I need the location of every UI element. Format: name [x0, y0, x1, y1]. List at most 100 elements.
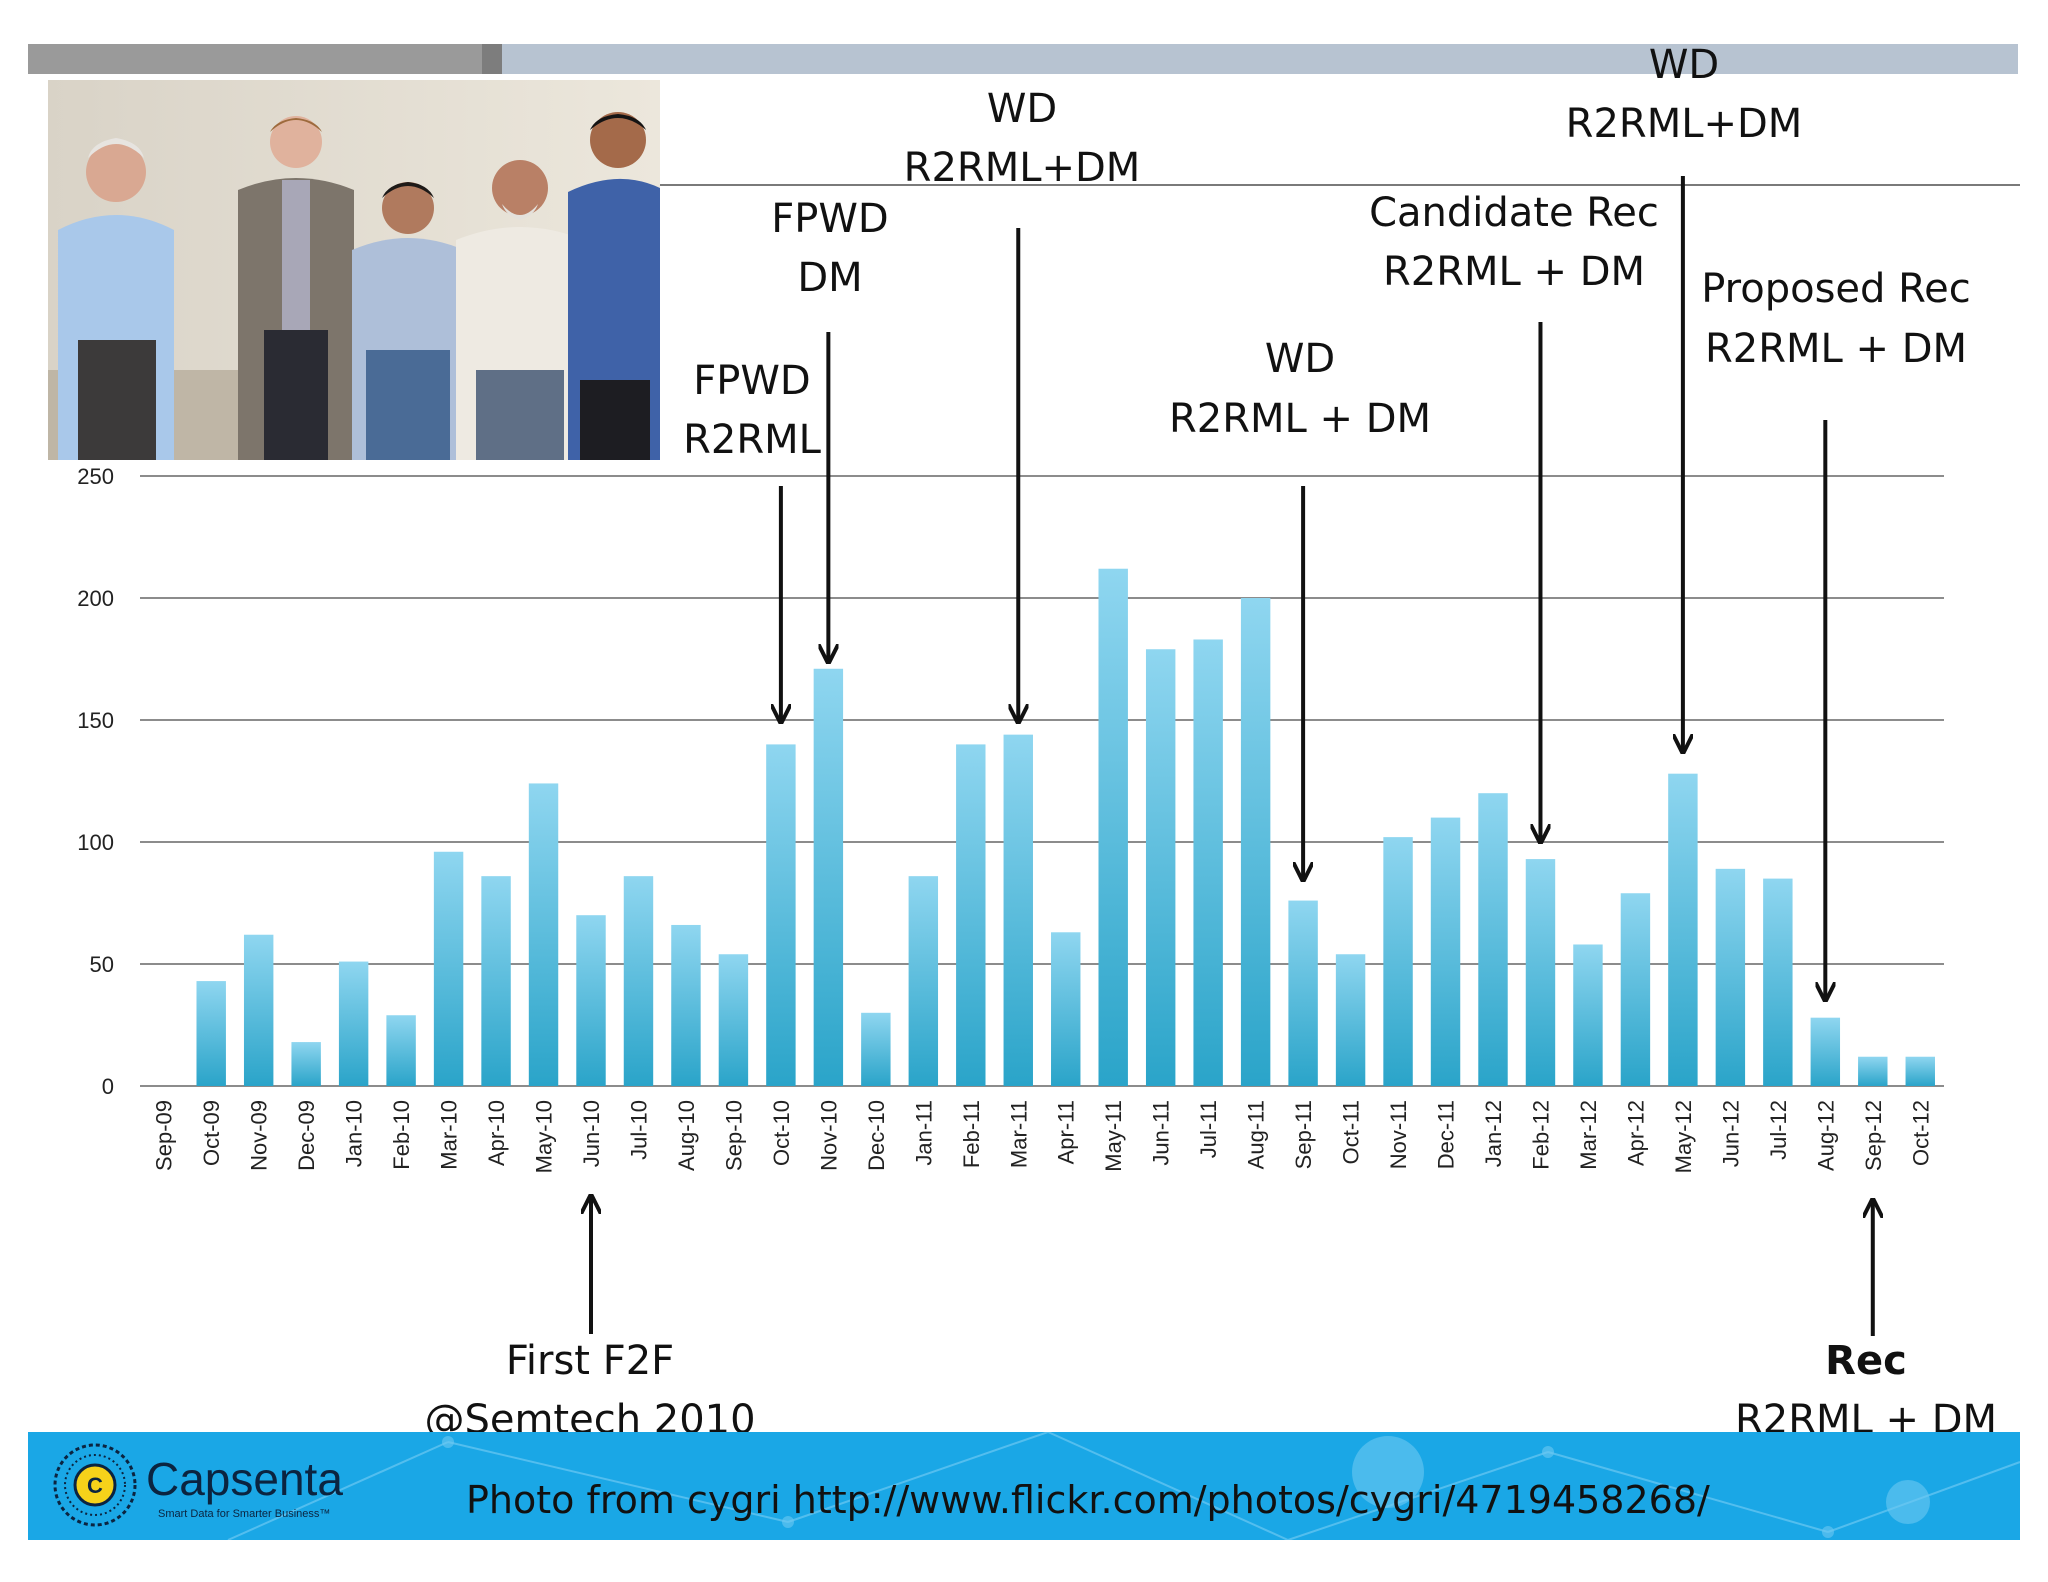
bar-jan-10 — [338, 961, 369, 1086]
x-tick-label: Feb-10 — [389, 1100, 414, 1170]
x-tick-label: Dec-10 — [864, 1100, 889, 1171]
annotation-wd-sep11-line-2: R2RML + DM — [1169, 396, 1431, 442]
bar-sep-11 — [1288, 900, 1318, 1086]
x-tick-label: Oct-10 — [769, 1100, 794, 1166]
y-tick-label: 50 — [90, 952, 114, 977]
x-tick-label: Oct-11 — [1339, 1100, 1364, 1164]
x-tick-label: Feb-12 — [1528, 1100, 1553, 1170]
x-tick-label: May-10 — [532, 1100, 557, 1173]
bar-mar-11 — [1003, 734, 1033, 1086]
bar-jul-12 — [1763, 878, 1793, 1086]
bar-aug-11 — [1240, 598, 1271, 1086]
bar-dec-10 — [861, 1012, 891, 1086]
bar-sep-12 — [1858, 1056, 1888, 1086]
x-tick-label: Mar-11 — [1006, 1100, 1031, 1168]
x-tick-label: Jun-12 — [1718, 1100, 1743, 1167]
annotation-wd-mar11-line-1: WD — [987, 86, 1057, 132]
bar-jun-11 — [1145, 649, 1176, 1086]
annotation-rec-line-1: Rec — [1825, 1338, 1907, 1384]
x-tick-label: Aug-11 — [1244, 1100, 1269, 1169]
bar-oct-10 — [766, 744, 796, 1086]
x-tick-label: Nov-11 — [1386, 1100, 1411, 1169]
y-tick-label: 150 — [77, 708, 114, 733]
bar-feb-12 — [1525, 859, 1556, 1086]
annotation-wd-sep11-line-1: WD — [1265, 336, 1335, 382]
title-bar-dark-segment — [28, 44, 482, 74]
bar-jul-10 — [623, 876, 654, 1086]
x-tick-label: Sep-12 — [1861, 1100, 1886, 1171]
svg-text:C: C — [87, 1473, 103, 1498]
photo-credit: Photo from cygri http://www.flickr.com/p… — [466, 1478, 1710, 1522]
annotation-proposed-rec-line-2: R2RML + DM — [1705, 326, 1967, 372]
bar-oct-11 — [1335, 954, 1366, 1086]
brand-tagline: Smart Data for Smarter Business™ — [158, 1508, 331, 1520]
x-tick-label: Oct-09 — [199, 1100, 224, 1166]
annotation-proposed-rec-line-1: Proposed Rec — [1701, 266, 1970, 312]
bar-oct-12 — [1905, 1056, 1935, 1086]
x-tick-label: Jul-10 — [626, 1100, 651, 1160]
x-tick-label: May-12 — [1671, 1100, 1696, 1173]
y-tick-label: 250 — [77, 464, 114, 489]
bar-jun-10 — [576, 915, 606, 1086]
bar-may-12 — [1668, 773, 1698, 1086]
bar-nov-10 — [813, 668, 844, 1086]
x-tick-label: Jul-12 — [1766, 1100, 1791, 1160]
annotation-wd-mar11-line-2: R2RML+DM — [904, 145, 1141, 191]
bar-may-10 — [528, 783, 559, 1086]
annotation-candidate-rec-line-2: R2RML + DM — [1383, 249, 1645, 295]
bar-oct-09 — [196, 981, 226, 1086]
x-tick-label: Mar-10 — [437, 1100, 462, 1170]
bar-may-11 — [1098, 568, 1128, 1086]
bar-nov-09 — [243, 934, 274, 1086]
title-bar-light-segment — [502, 44, 2018, 74]
bar-jan-12 — [1478, 793, 1508, 1086]
annotation-fpwd-r2rml-line-2: R2RML — [683, 417, 822, 463]
annotation-wd-may12-line-2: R2RML+DM — [1566, 101, 1803, 147]
x-tick-label: Feb-11 — [959, 1100, 984, 1168]
y-tick-label: 0 — [102, 1074, 114, 1099]
y-axis-ticks: 0 50 100 150 200 250 — [77, 464, 114, 1099]
x-tick-label: Nov-09 — [247, 1100, 272, 1171]
bar-aug-10 — [671, 924, 701, 1086]
bar-feb-11 — [956, 744, 986, 1086]
annotation-candidate-rec-line-1: Candidate Rec — [1369, 190, 1659, 236]
title-bar-separator — [482, 44, 502, 74]
x-tick-label: Jan-10 — [342, 1100, 367, 1167]
x-tick-label: Apr-10 — [484, 1100, 509, 1166]
y-tick-label: 200 — [77, 586, 114, 611]
bar-jun-12 — [1715, 868, 1746, 1086]
x-tick-label: Jul-11 — [1196, 1100, 1221, 1158]
x-tick-label: Sep-09 — [152, 1100, 177, 1171]
x-tick-label: Oct-12 — [1908, 1100, 1933, 1166]
capsenta-logo: C — [53, 1443, 137, 1527]
bar-jan-11 — [908, 876, 939, 1086]
bar-dec-11 — [1430, 817, 1461, 1086]
bar-aug-12 — [1810, 1017, 1841, 1086]
brand-name: Capsenta — [146, 1453, 343, 1505]
annotation-first-f2f-line-1: First F2F — [506, 1338, 674, 1384]
bar-apr-10 — [481, 876, 511, 1086]
bar-dec-09 — [291, 1042, 321, 1086]
x-axis-ticks: Sep-09 Oct-09 Nov-09 Dec-09 Jan-10 Feb-10 Mar-… — [152, 1100, 1934, 1173]
bar-mar-10 — [433, 851, 464, 1086]
x-tick-label: Jun-11 — [1149, 1100, 1174, 1166]
x-tick-label: Aug-12 — [1813, 1100, 1838, 1171]
bar-nov-11 — [1383, 837, 1413, 1086]
x-tick-label: Jun-10 — [579, 1100, 604, 1167]
x-tick-label: Sep-10 — [721, 1100, 746, 1171]
x-tick-label: Nov-10 — [816, 1100, 841, 1171]
bar-feb-10 — [386, 1015, 416, 1086]
x-tick-label: Jan-11 — [911, 1100, 936, 1166]
group-photo — [48, 80, 660, 460]
header-rule — [660, 184, 2020, 186]
y-tick-label: 100 — [77, 830, 114, 855]
x-tick-label: Sep-11 — [1291, 1100, 1316, 1169]
annotation-fpwd-dm-line-2: DM — [797, 255, 862, 301]
x-tick-label: Dec-09 — [294, 1100, 319, 1171]
bar-apr-12 — [1620, 893, 1651, 1086]
x-tick-label: Apr-12 — [1623, 1100, 1648, 1166]
x-tick-label: Jan-12 — [1481, 1100, 1506, 1167]
annotation-fpwd-dm-line-1: FPWD — [771, 196, 888, 242]
x-tick-label: Mar-12 — [1576, 1100, 1601, 1170]
